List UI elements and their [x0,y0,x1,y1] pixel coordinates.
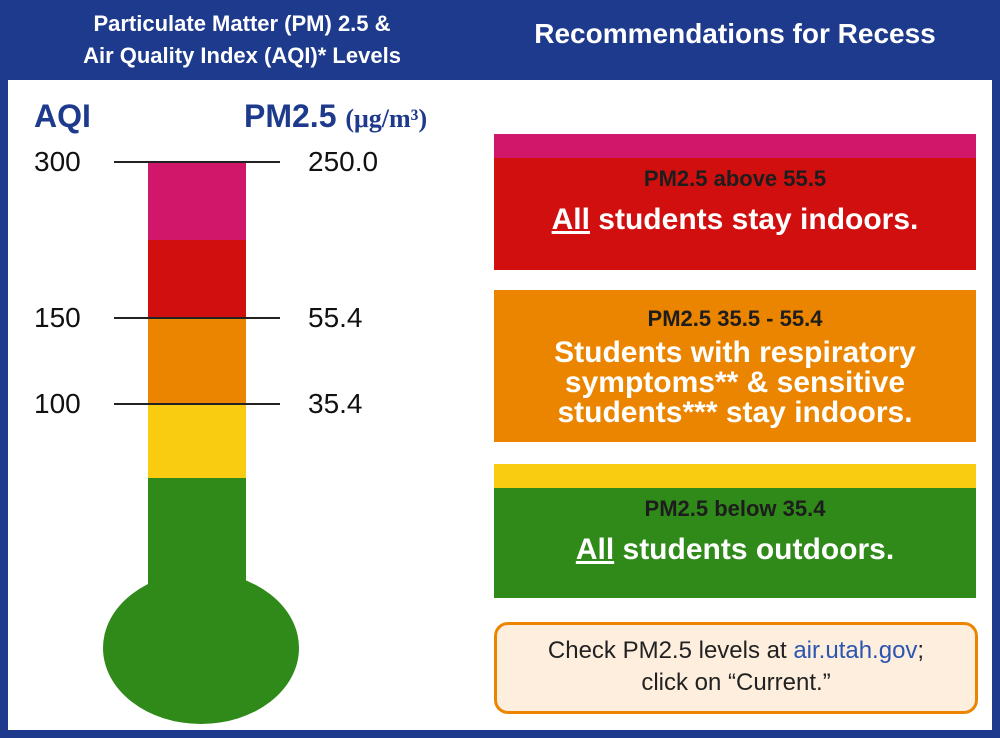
message-text: students outdoors. [614,533,895,566]
recommendation-green: PM2.5 below 35.4 All students outdoors. [494,464,976,598]
header-left-line2: Air Quality Index (AQI)* Levels [83,43,401,68]
tick-pm-55: 55.4 [308,302,363,333]
thermometer-bulb [103,572,299,724]
magenta-cap [494,134,976,158]
content-panel: AQI PM2.5 (μg/m³) 300 250.0 150 55.4 100… [8,80,992,730]
tick-line-150 [114,317,280,319]
yellow-cap [494,464,976,488]
tick-line-100 [114,403,280,405]
header-left-title: Particulate Matter (PM) 2.5 & Air Qualit… [22,8,462,72]
header-bar: Particulate Matter (PM) 2.5 & Air Qualit… [0,0,1000,80]
message-text: students stay indoors. [589,203,919,236]
recommendation-orange-message: Students with respiratory symptoms** & s… [494,338,976,428]
underline-all: All [551,203,590,236]
header-left-line1: Particulate Matter (PM) 2.5 & [93,11,391,36]
recommendation-red: PM2.5 above 55.5 All students stay indoo… [494,134,976,270]
thermometer-red-band [148,240,246,318]
tick-aqi-150: 150 [34,302,81,333]
note-prefix: Check PM2.5 levels at [547,637,794,664]
recommendation-orange: PM2.5 35.5 - 55.4 Students with respirat… [494,290,976,442]
tick-line-300 [114,161,280,163]
recommendation-green-message: All students outdoors. [494,534,976,566]
air-utah-link[interactable]: air.utah.gov [793,637,918,664]
check-levels-note: Check PM2.5 levels at air.utah.gov; clic… [494,622,978,714]
pm-unit: (μg/m³) [345,104,428,133]
recommendation-red-message: All students stay indoors. [494,204,976,236]
tick-pm-35: 35.4 [308,388,363,419]
note-line1: Check PM2.5 levels at air.utah.gov; [497,635,975,667]
message-line: students*** stay indoors. [557,396,913,429]
pm-label-text: PM2.5 [244,98,337,134]
tick-aqi-300: 300 [34,146,81,177]
underline-all: All [575,533,615,566]
thermometer-yellow-band [148,404,246,478]
recommendation-orange-title: PM2.5 35.5 - 55.4 [647,306,823,331]
tick-aqi-100: 100 [34,388,81,419]
pm-label: PM2.5 (μg/m³) [244,98,427,135]
header-right-title: Recommendations for Recess [534,18,936,49]
tick-pm-250: 250.0 [308,146,379,177]
note-suffix: ; [917,637,925,664]
message-line: Students with respiratory [554,336,916,369]
thermometer-orange-band [148,318,246,404]
recommendation-red-title: PM2.5 above 55.5 [643,166,827,191]
note-line2: click on “Current.” [641,669,831,696]
thermometer-magenta-band [148,162,246,240]
aqi-label: AQI [34,98,91,134]
message-line: symptoms** & sensitive [564,366,906,399]
recommendation-green-title: PM2.5 below 35.4 [644,496,826,521]
